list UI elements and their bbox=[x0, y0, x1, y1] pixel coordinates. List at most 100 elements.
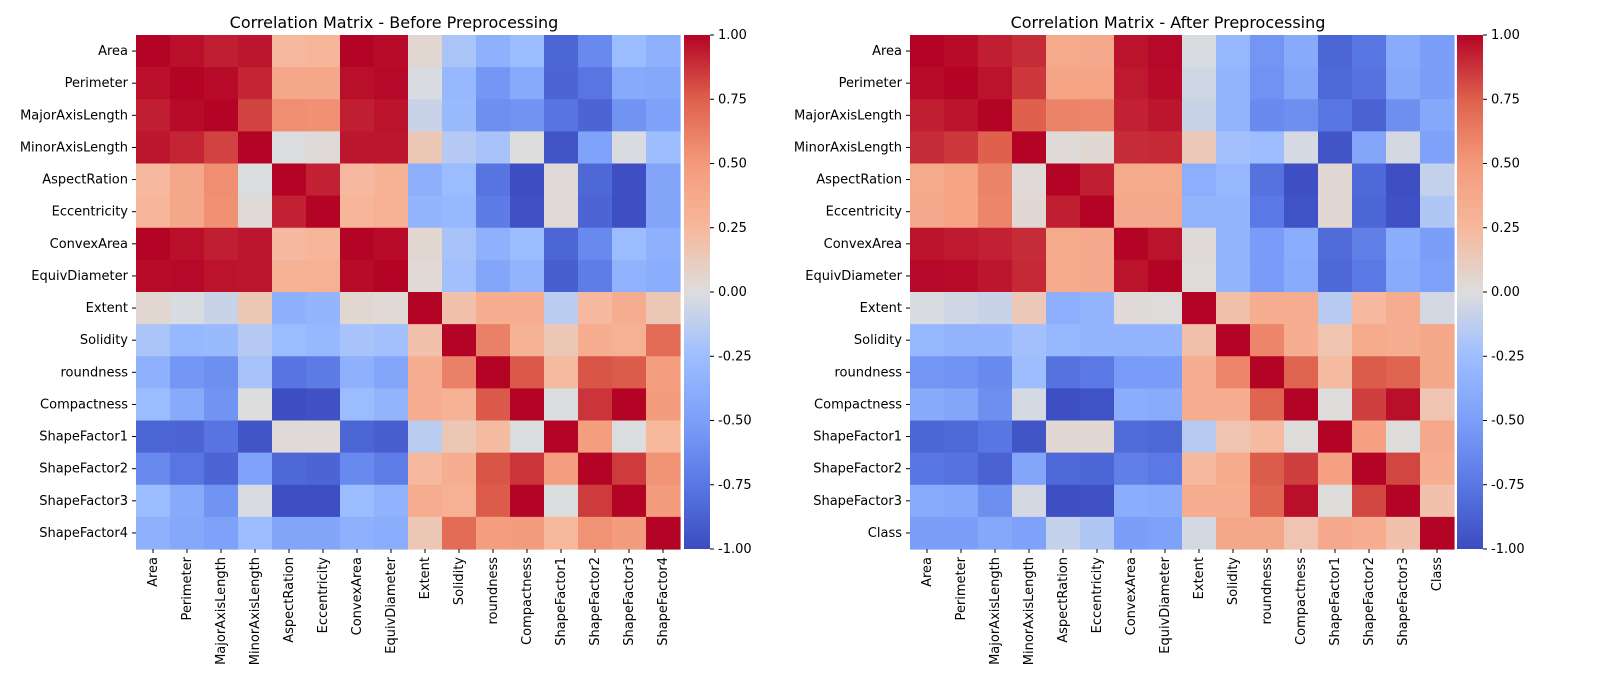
heatmap-cell bbox=[944, 259, 979, 293]
heatmap-cell bbox=[1012, 324, 1047, 357]
heatmap-cell bbox=[408, 99, 443, 132]
heatmap-cell bbox=[1080, 195, 1115, 229]
heatmap-cell bbox=[1352, 35, 1387, 68]
heatmap-cell bbox=[1352, 67, 1387, 100]
heatmap-cell bbox=[272, 163, 307, 197]
heatmap-cell bbox=[510, 452, 545, 486]
heatmap-cell bbox=[510, 420, 545, 454]
heatmap-cell bbox=[170, 452, 205, 486]
heatmap-cell bbox=[306, 324, 341, 357]
column-labels-after: Area Perimeter MajorAxisLength MinorAxisLen… bbox=[920, 549, 1445, 665]
heatmap-cell bbox=[612, 516, 647, 550]
column-label: Area bbox=[920, 557, 935, 587]
heatmap-cell bbox=[306, 388, 341, 422]
heatmap-cell bbox=[1216, 484, 1251, 518]
heatmap-cell bbox=[646, 227, 681, 261]
heatmap-cell bbox=[408, 259, 443, 293]
heatmap-cell bbox=[1080, 484, 1115, 518]
heatmap-cell bbox=[1080, 420, 1115, 454]
heatmap-cell bbox=[978, 131, 1013, 165]
heatmap-before-preprocessing: Correlation Matrix - Before Preprocessin… bbox=[20, 13, 752, 665]
heatmap-cell bbox=[1352, 259, 1387, 293]
heatmap-cell bbox=[646, 484, 681, 518]
heatmap-cell bbox=[578, 227, 613, 261]
heatmap-cell bbox=[1114, 195, 1149, 229]
heatmap-cell bbox=[340, 227, 375, 261]
row-label: MinorAxisLength bbox=[794, 140, 902, 155]
heatmap-cell bbox=[136, 195, 171, 229]
heatmap-cell bbox=[204, 131, 239, 165]
colorbar-tick-label: 0.50 bbox=[718, 157, 747, 172]
colorbar-after: -1.00 -0.75 -0.50 -0.25 0.00 0.25 0.50 0.75 1.00 bbox=[1457, 28, 1525, 557]
column-label: Extent bbox=[418, 557, 433, 599]
heatmap-cell bbox=[272, 452, 307, 486]
heatmap-cell bbox=[272, 420, 307, 454]
heatmap-cell bbox=[1318, 195, 1353, 229]
heatmap-cell bbox=[1148, 452, 1183, 486]
heatmap-cell bbox=[1046, 131, 1081, 165]
heatmap-cell bbox=[1386, 452, 1421, 486]
heatmap-cell bbox=[1284, 420, 1319, 454]
heatmap-cell bbox=[1080, 452, 1115, 486]
heatmap-cell bbox=[978, 516, 1013, 550]
heatmap-cell bbox=[442, 195, 477, 229]
heatmap-cell bbox=[1216, 356, 1251, 389]
heatmap-cell bbox=[136, 388, 171, 422]
heatmap-cell bbox=[136, 484, 171, 518]
column-labels-before: Area Perimeter MajorAxisLength MinorAxisLen… bbox=[146, 549, 671, 665]
heatmap-cell bbox=[170, 324, 205, 357]
heatmap-cell bbox=[910, 99, 945, 132]
heatmap-cell bbox=[1148, 163, 1183, 197]
heatmap-cell bbox=[272, 259, 307, 293]
heatmap-cell bbox=[944, 356, 979, 389]
heatmap-cell bbox=[612, 388, 647, 422]
heatmap-cell bbox=[1114, 35, 1149, 68]
heatmap-cell bbox=[544, 195, 579, 229]
heatmap-cell bbox=[238, 163, 273, 197]
row-label: ConvexArea bbox=[50, 237, 128, 252]
heatmap-cell bbox=[1284, 356, 1319, 389]
heatmap-cell bbox=[340, 99, 375, 132]
heatmap-cell bbox=[646, 292, 681, 325]
heatmap-cell bbox=[136, 163, 171, 197]
heatmap-cell bbox=[408, 35, 443, 68]
heatmap-cell bbox=[1012, 420, 1047, 454]
heatmap-cell bbox=[646, 388, 681, 422]
heatmap-cell bbox=[578, 516, 613, 550]
heatmap-cell bbox=[1386, 163, 1421, 197]
heatmap-cell bbox=[408, 516, 443, 550]
heatmap-cell bbox=[374, 356, 409, 389]
heatmap-cell bbox=[204, 227, 239, 261]
heatmap-cell bbox=[442, 420, 477, 454]
heatmap-cell bbox=[612, 452, 647, 486]
heatmap-cell bbox=[204, 452, 239, 486]
heatmap-cell bbox=[238, 35, 273, 68]
heatmap-cell bbox=[1420, 484, 1455, 518]
heatmap-cell bbox=[1250, 131, 1285, 165]
heatmap-cell bbox=[1012, 516, 1047, 550]
heatmap-cell bbox=[1318, 388, 1353, 422]
heatmap-cell bbox=[1386, 259, 1421, 293]
column-label: MajorAxisLength bbox=[988, 557, 1003, 665]
heatmap-cell bbox=[1012, 67, 1047, 100]
heatmap-cell bbox=[408, 356, 443, 389]
heatmap-cell bbox=[442, 35, 477, 68]
heatmap-cell bbox=[510, 388, 545, 422]
colorbar-tick-label: 0.50 bbox=[1491, 157, 1520, 172]
column-label: ShapeFactor1 bbox=[554, 557, 569, 646]
heatmap-cell bbox=[204, 195, 239, 229]
heatmap-cell bbox=[1080, 67, 1115, 100]
heatmap-cell bbox=[1250, 227, 1285, 261]
chart-title-after: Correlation Matrix - After Preprocessing bbox=[1011, 13, 1326, 32]
column-label: EquivDiameter bbox=[1158, 556, 1173, 653]
heatmap-cell bbox=[578, 259, 613, 293]
heatmap-cell bbox=[1046, 452, 1081, 486]
heatmap-cell bbox=[1250, 35, 1285, 68]
heatmap-cell bbox=[408, 163, 443, 197]
row-label: ShapeFactor1 bbox=[39, 430, 128, 445]
heatmap-cell bbox=[1250, 292, 1285, 325]
heatmap-cell bbox=[272, 99, 307, 132]
column-label: MinorAxisLength bbox=[1022, 557, 1037, 665]
heatmap-cell bbox=[1284, 259, 1319, 293]
